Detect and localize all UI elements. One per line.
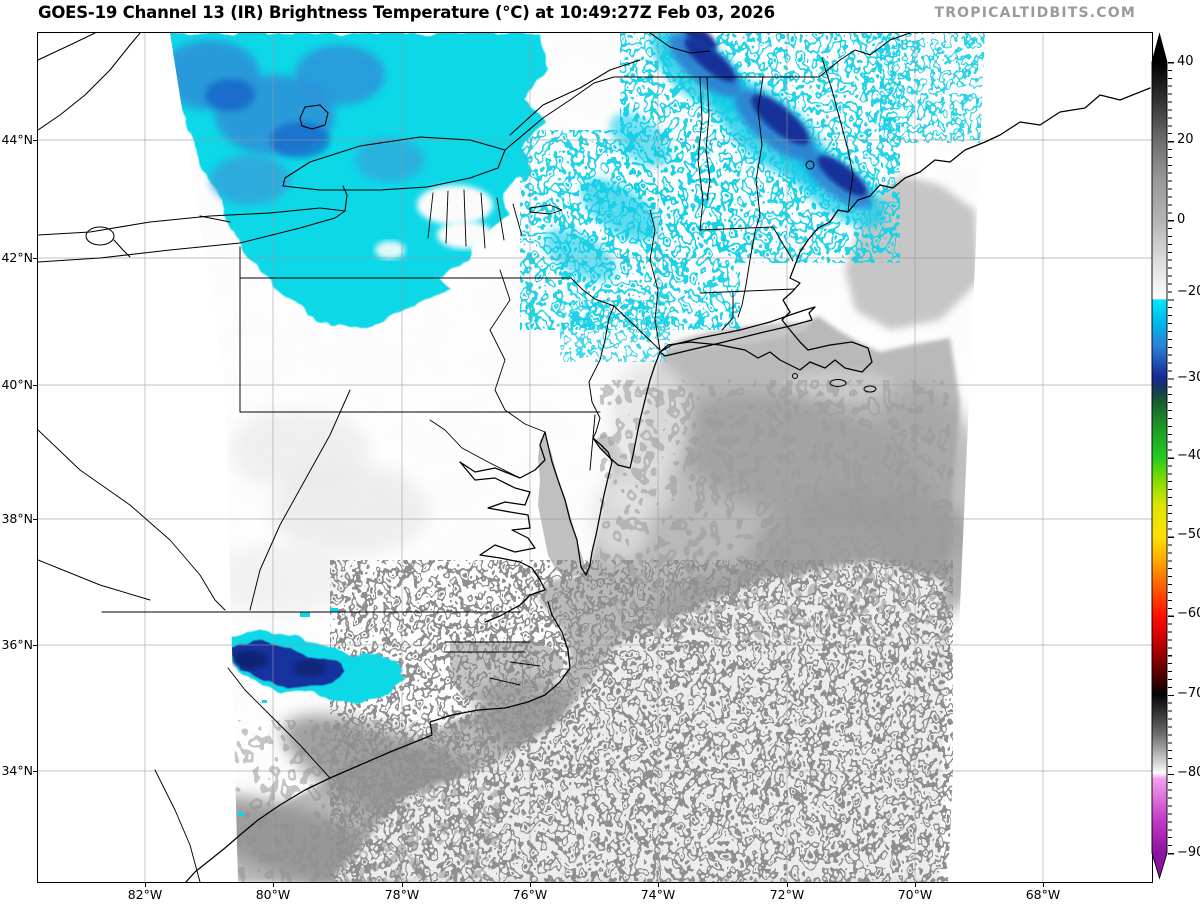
lat-tick bbox=[33, 770, 38, 772]
lon-tick bbox=[401, 882, 403, 887]
great-lakes bbox=[38, 33, 911, 263]
lon-label: 80°W bbox=[255, 887, 291, 902]
lon-label: 78°W bbox=[384, 887, 420, 902]
satellite-imagery-layer bbox=[170, 33, 985, 882]
state-borders bbox=[38, 57, 854, 882]
lon-tick bbox=[1042, 882, 1044, 887]
lat-tick bbox=[33, 384, 38, 386]
colorbar-label: −30 bbox=[1177, 370, 1200, 385]
lat-label: 44°N bbox=[1, 132, 33, 147]
lat-label: 36°N bbox=[1, 637, 33, 652]
temperature-colorbar bbox=[1151, 32, 1168, 880]
colorbar-label: −80 bbox=[1177, 765, 1200, 780]
colorbar-label: 20 bbox=[1177, 132, 1194, 147]
colorbar-label: 40 bbox=[1177, 54, 1194, 69]
colorbar-label: −50 bbox=[1177, 527, 1200, 542]
lat-label: 38°N bbox=[1, 511, 33, 526]
lon-label: 82°W bbox=[127, 887, 163, 902]
lon-tick bbox=[914, 882, 916, 887]
colorbar-label: −70 bbox=[1177, 686, 1200, 701]
lon-tick bbox=[529, 882, 531, 887]
lon-label: 72°W bbox=[769, 887, 805, 902]
lon-label: 68°W bbox=[1025, 887, 1061, 902]
coastline-atlantic bbox=[185, 87, 1151, 882]
rivers-and-lakes-inland bbox=[427, 160, 815, 686]
lon-label: 70°W bbox=[897, 887, 933, 902]
lat-tick bbox=[33, 518, 38, 520]
coastlines-and-borders bbox=[38, 33, 1151, 882]
colorbar-label: −90 bbox=[1177, 845, 1200, 860]
colorbar-label: 0 bbox=[1177, 212, 1186, 227]
watermark: TROPICALTIDBITS.COM bbox=[934, 5, 1136, 21]
lon-tick bbox=[657, 882, 659, 887]
page-title: GOES-19 Channel 13 (IR) Brightness Tempe… bbox=[38, 3, 775, 22]
lon-tick bbox=[272, 882, 274, 887]
cold-cloud-streaks-navy bbox=[543, 33, 885, 282]
lat-label: 34°N bbox=[1, 763, 33, 778]
colorbar-label: −60 bbox=[1177, 606, 1200, 621]
lat-tick bbox=[33, 644, 38, 646]
lon-label: 76°W bbox=[512, 887, 548, 902]
lat-tick bbox=[33, 139, 38, 141]
satellite-map bbox=[37, 32, 1153, 883]
lat-label: 42°N bbox=[1, 250, 33, 265]
lat-tick bbox=[33, 257, 38, 259]
colorbar-label: −40 bbox=[1177, 448, 1200, 463]
lat-lon-gridlines bbox=[38, 33, 1152, 882]
lon-label: 74°W bbox=[640, 887, 676, 902]
cold-cloud-specks-maine bbox=[880, 33, 985, 143]
lat-label: 40°N bbox=[1, 377, 33, 392]
lon-tick bbox=[144, 882, 146, 887]
lon-tick bbox=[786, 882, 788, 887]
colorbar-label: −20 bbox=[1177, 284, 1200, 299]
